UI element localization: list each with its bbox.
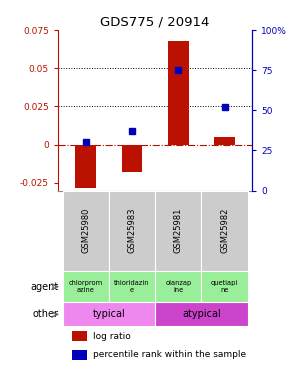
Text: GSM25982: GSM25982 bbox=[220, 208, 229, 254]
Text: agent: agent bbox=[31, 282, 59, 292]
Text: other: other bbox=[33, 309, 59, 320]
Bar bbox=[168, 41, 189, 145]
Bar bbox=[75, 145, 96, 188]
Bar bbox=[63, 190, 109, 271]
Bar bbox=[109, 190, 155, 271]
Text: typical: typical bbox=[93, 309, 125, 320]
Text: quetiapi
ne: quetiapi ne bbox=[211, 280, 238, 293]
Bar bbox=[202, 190, 248, 271]
Bar bbox=[155, 302, 248, 327]
Text: GSM25980: GSM25980 bbox=[81, 208, 90, 254]
Bar bbox=[109, 271, 155, 302]
Bar bbox=[155, 190, 202, 271]
Bar bbox=[72, 350, 87, 360]
Text: atypical: atypical bbox=[182, 309, 221, 320]
Title: GDS775 / 20914: GDS775 / 20914 bbox=[100, 16, 210, 29]
Bar bbox=[72, 331, 87, 341]
Text: olanzap
ine: olanzap ine bbox=[165, 280, 191, 293]
Bar bbox=[63, 271, 109, 302]
Text: percentile rank within the sample: percentile rank within the sample bbox=[93, 350, 246, 359]
Text: GSM25983: GSM25983 bbox=[128, 208, 137, 254]
Bar bbox=[214, 137, 235, 145]
Text: log ratio: log ratio bbox=[93, 332, 131, 340]
Bar bbox=[202, 271, 248, 302]
Bar bbox=[122, 145, 142, 172]
Bar bbox=[63, 302, 155, 327]
Bar bbox=[155, 271, 202, 302]
Text: thioridazin
e: thioridazin e bbox=[114, 280, 150, 293]
Text: GSM25981: GSM25981 bbox=[174, 208, 183, 254]
Text: chlorprom
azine: chlorprom azine bbox=[69, 280, 103, 293]
